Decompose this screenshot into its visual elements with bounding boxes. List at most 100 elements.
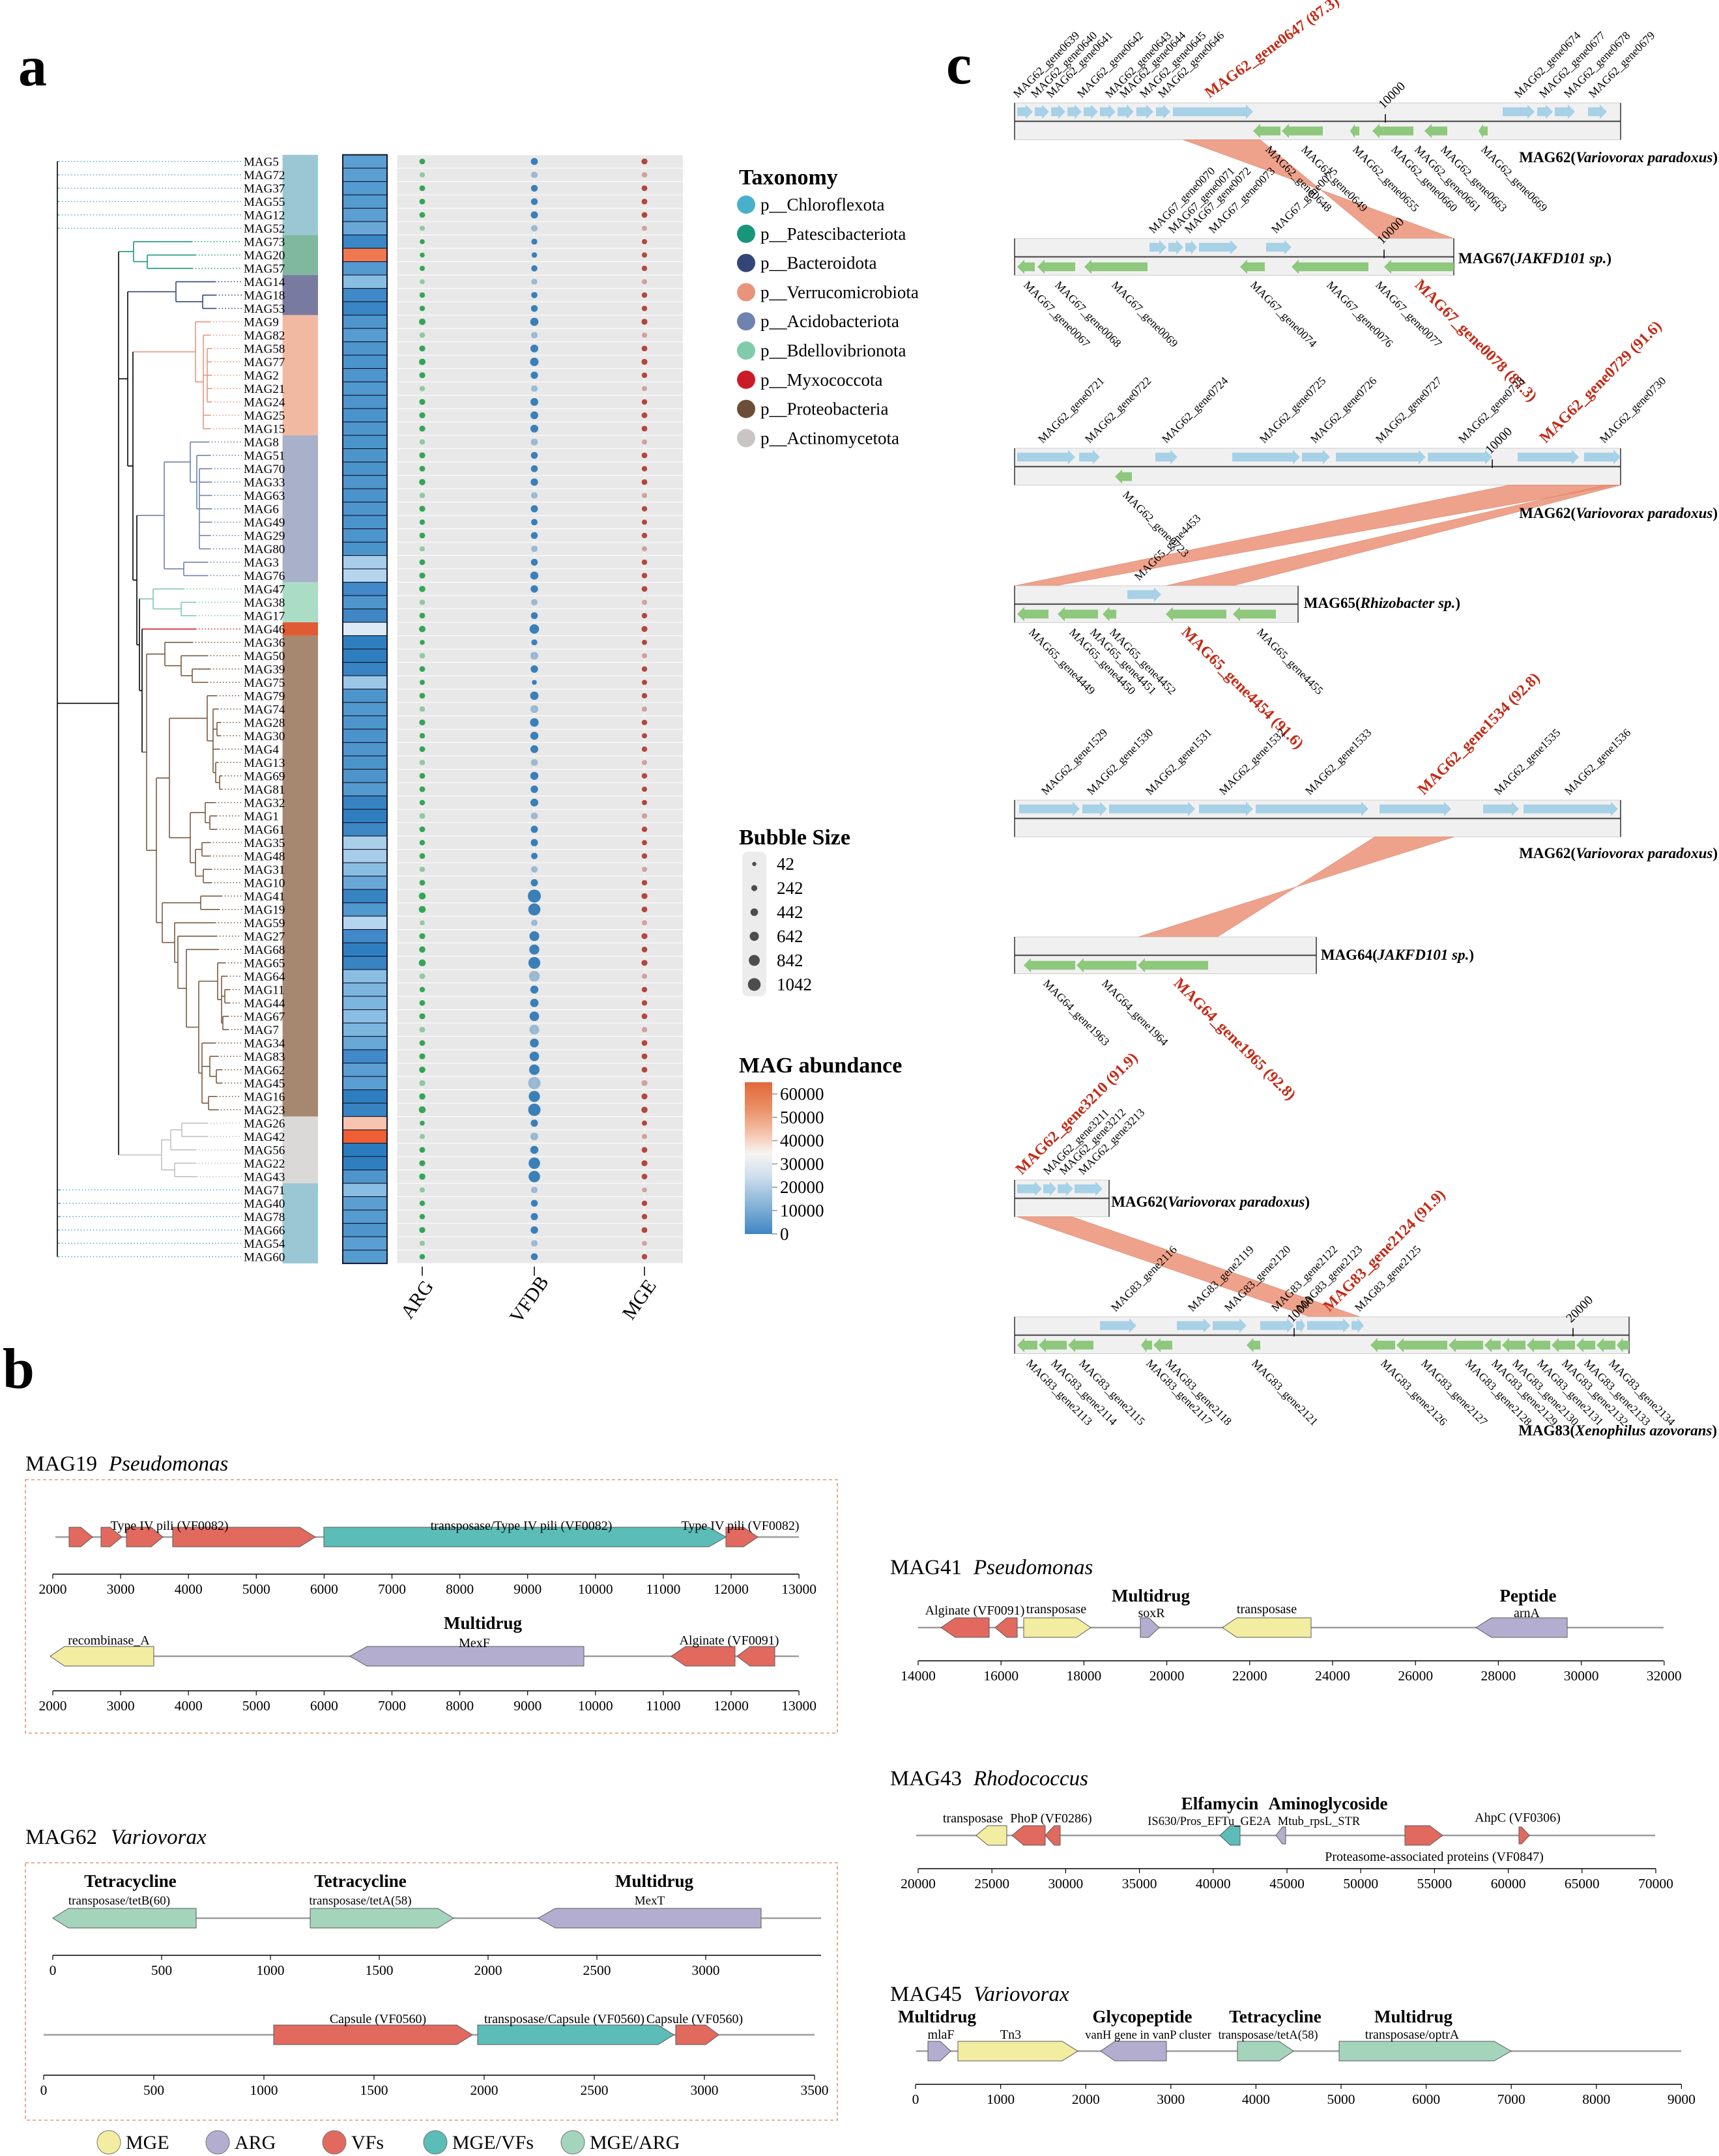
svg-text:2500: 2500 [583, 1962, 611, 1978]
svg-text:13000: 13000 [781, 1581, 816, 1597]
svg-text:p__Bdellovibrionota: p__Bdellovibrionota [760, 341, 906, 360]
svg-text:MAG24: MAG24 [244, 395, 285, 409]
svg-text:Glycopeptide: Glycopeptide [1093, 2007, 1192, 2026]
svg-text:Type IV pili (VF0082): Type IV pili (VF0082) [111, 1519, 229, 1533]
svg-text:1000: 1000 [257, 1962, 285, 1978]
svg-text:0: 0 [912, 2091, 919, 2107]
svg-text:soxR: soxR [1138, 1606, 1165, 1620]
svg-text:30000: 30000 [780, 1154, 824, 1173]
svg-text:MAG44: MAG44 [244, 997, 285, 1011]
svg-text:MAG83(Xenophilus azovorans): MAG83(Xenophilus azovorans) [1518, 1422, 1717, 1439]
svg-text:vanH gene in vanP cluster: vanH gene in vanP cluster [1085, 2029, 1211, 2042]
svg-text:MAG70: MAG70 [244, 463, 285, 476]
svg-text:MAG60: MAG60 [244, 1250, 285, 1264]
svg-text:3000: 3000 [107, 1698, 135, 1714]
svg-text:242: 242 [777, 878, 803, 898]
svg-text:MAG58: MAG58 [244, 342, 285, 356]
svg-text:MAG62(Variovorax paradoxus): MAG62(Variovorax paradoxus) [1519, 845, 1718, 861]
svg-text:Peptide: Peptide [1500, 1586, 1557, 1605]
svg-text:20000: 20000 [780, 1177, 824, 1197]
svg-text:p__Patescibacteriota: p__Patescibacteriota [760, 224, 906, 244]
svg-text:3000: 3000 [1157, 2091, 1185, 2107]
svg-text:9000: 9000 [513, 1581, 542, 1597]
svg-text:8000: 8000 [446, 1581, 474, 1597]
svg-text:5000: 5000 [242, 1581, 270, 1597]
svg-text:MAG19: MAG19 [25, 1452, 97, 1476]
svg-text:MAG53: MAG53 [244, 302, 285, 316]
svg-text:mlaF: mlaF [927, 2028, 954, 2042]
svg-text:500: 500 [151, 1962, 172, 1978]
svg-text:MAG71: MAG71 [244, 1184, 285, 1198]
svg-text:MAG79: MAG79 [244, 689, 285, 703]
svg-text:MAG61: MAG61 [244, 823, 285, 837]
svg-text:0: 0 [50, 1962, 57, 1978]
svg-text:a: a [18, 35, 47, 98]
svg-text:20000: 20000 [1149, 1668, 1185, 1684]
svg-text:MAG66: MAG66 [244, 1224, 285, 1237]
svg-text:MAG19: MAG19 [244, 903, 285, 917]
svg-text:4000: 4000 [175, 1581, 203, 1597]
svg-text:MAG20: MAG20 [244, 249, 285, 263]
svg-text:10000: 10000 [578, 1581, 613, 1597]
svg-text:PhoP (VF0286): PhoP (VF0286) [1010, 1811, 1091, 1826]
svg-text:MAG62: MAG62 [244, 1063, 285, 1077]
svg-text:transposase/optrA: transposase/optrA [1365, 2028, 1460, 2042]
svg-text:2000: 2000 [39, 1581, 67, 1597]
svg-text:6000: 6000 [310, 1581, 338, 1597]
svg-text:Capsule (VF0560): Capsule (VF0560) [646, 2012, 743, 2026]
svg-text:MAG29: MAG29 [244, 529, 285, 543]
svg-text:Aminoglycoside: Aminoglycoside [1268, 1794, 1387, 1813]
svg-text:7000: 7000 [1497, 2091, 1525, 2107]
svg-text:MAG8: MAG8 [244, 436, 279, 450]
svg-text:MAG62(Variovorax paradoxus): MAG62(Variovorax paradoxus) [1519, 149, 1718, 165]
svg-text:Elfamycin: Elfamycin [1181, 1794, 1259, 1813]
svg-text:MAG67(JAKFD101 sp.): MAG67(JAKFD101 sp.) [1458, 250, 1611, 266]
svg-text:MAG4: MAG4 [244, 743, 279, 756]
svg-text:Rhodococcus: Rhodococcus [973, 1767, 1088, 1790]
svg-text:2000: 2000 [1072, 2091, 1100, 2107]
svg-text:40000: 40000 [1196, 1876, 1231, 1891]
svg-text:MAG25: MAG25 [244, 409, 285, 423]
svg-text:VFs: VFs [351, 2132, 384, 2153]
svg-text:9000: 9000 [513, 1698, 542, 1714]
svg-text:4000: 4000 [175, 1698, 203, 1714]
svg-text:MAG39: MAG39 [244, 663, 285, 676]
svg-text:MAG81: MAG81 [244, 783, 285, 797]
svg-text:MAG2: MAG2 [244, 369, 279, 382]
svg-text:MGE: MGE [126, 2132, 169, 2153]
svg-text:1500: 1500 [366, 1962, 394, 1978]
svg-text:MAG15: MAG15 [244, 422, 285, 436]
svg-text:MAG23: MAG23 [244, 1104, 285, 1117]
svg-text:transposase: transposase [1026, 1602, 1086, 1617]
svg-text:MAG65(Rhizobacter sp.): MAG65(Rhizobacter sp.) [1304, 595, 1460, 611]
svg-text:MAG5: MAG5 [244, 155, 279, 169]
svg-text:MAG18: MAG18 [244, 289, 285, 302]
svg-text:transposase/Type IV pili (VF00: transposase/Type IV pili (VF0082) [431, 1519, 613, 1533]
svg-text:MAG68: MAG68 [244, 943, 285, 957]
svg-text:5000: 5000 [1327, 2091, 1355, 2107]
svg-text:MAG72: MAG72 [244, 169, 285, 182]
svg-text:Proteasome-associated proteins: Proteasome-associated proteins (VF0847) [1325, 1850, 1543, 1864]
svg-text:AhpC (VF0306): AhpC (VF0306) [1475, 1811, 1561, 1825]
svg-text:MAG36: MAG36 [244, 636, 285, 650]
svg-text:MAG46: MAG46 [244, 623, 285, 637]
svg-text:6000: 6000 [310, 1698, 338, 1714]
svg-text:3000: 3000 [107, 1581, 135, 1597]
svg-text:MAG73: MAG73 [244, 235, 285, 249]
svg-text:MAG30: MAG30 [244, 730, 285, 743]
svg-text:16000: 16000 [983, 1668, 1018, 1684]
svg-text:MAG16: MAG16 [244, 1090, 285, 1104]
svg-text:MexF: MexF [459, 1636, 490, 1650]
svg-text:MAG14: MAG14 [244, 276, 285, 289]
svg-text:p__Bacteroidota: p__Bacteroidota [760, 253, 876, 273]
svg-text:442: 442 [777, 902, 803, 922]
svg-text:5000: 5000 [242, 1698, 270, 1714]
svg-text:Alginate (VF0091): Alginate (VF0091) [680, 1633, 779, 1648]
svg-text:500: 500 [143, 2082, 164, 2098]
svg-text:MAG40: MAG40 [244, 1197, 285, 1211]
svg-text:MAG45: MAG45 [890, 1983, 962, 2006]
svg-text:1000: 1000 [250, 2082, 278, 2098]
svg-text:22000: 22000 [1232, 1668, 1267, 1684]
svg-text:0: 0 [40, 2082, 48, 2098]
svg-text:45000: 45000 [1269, 1876, 1305, 1891]
